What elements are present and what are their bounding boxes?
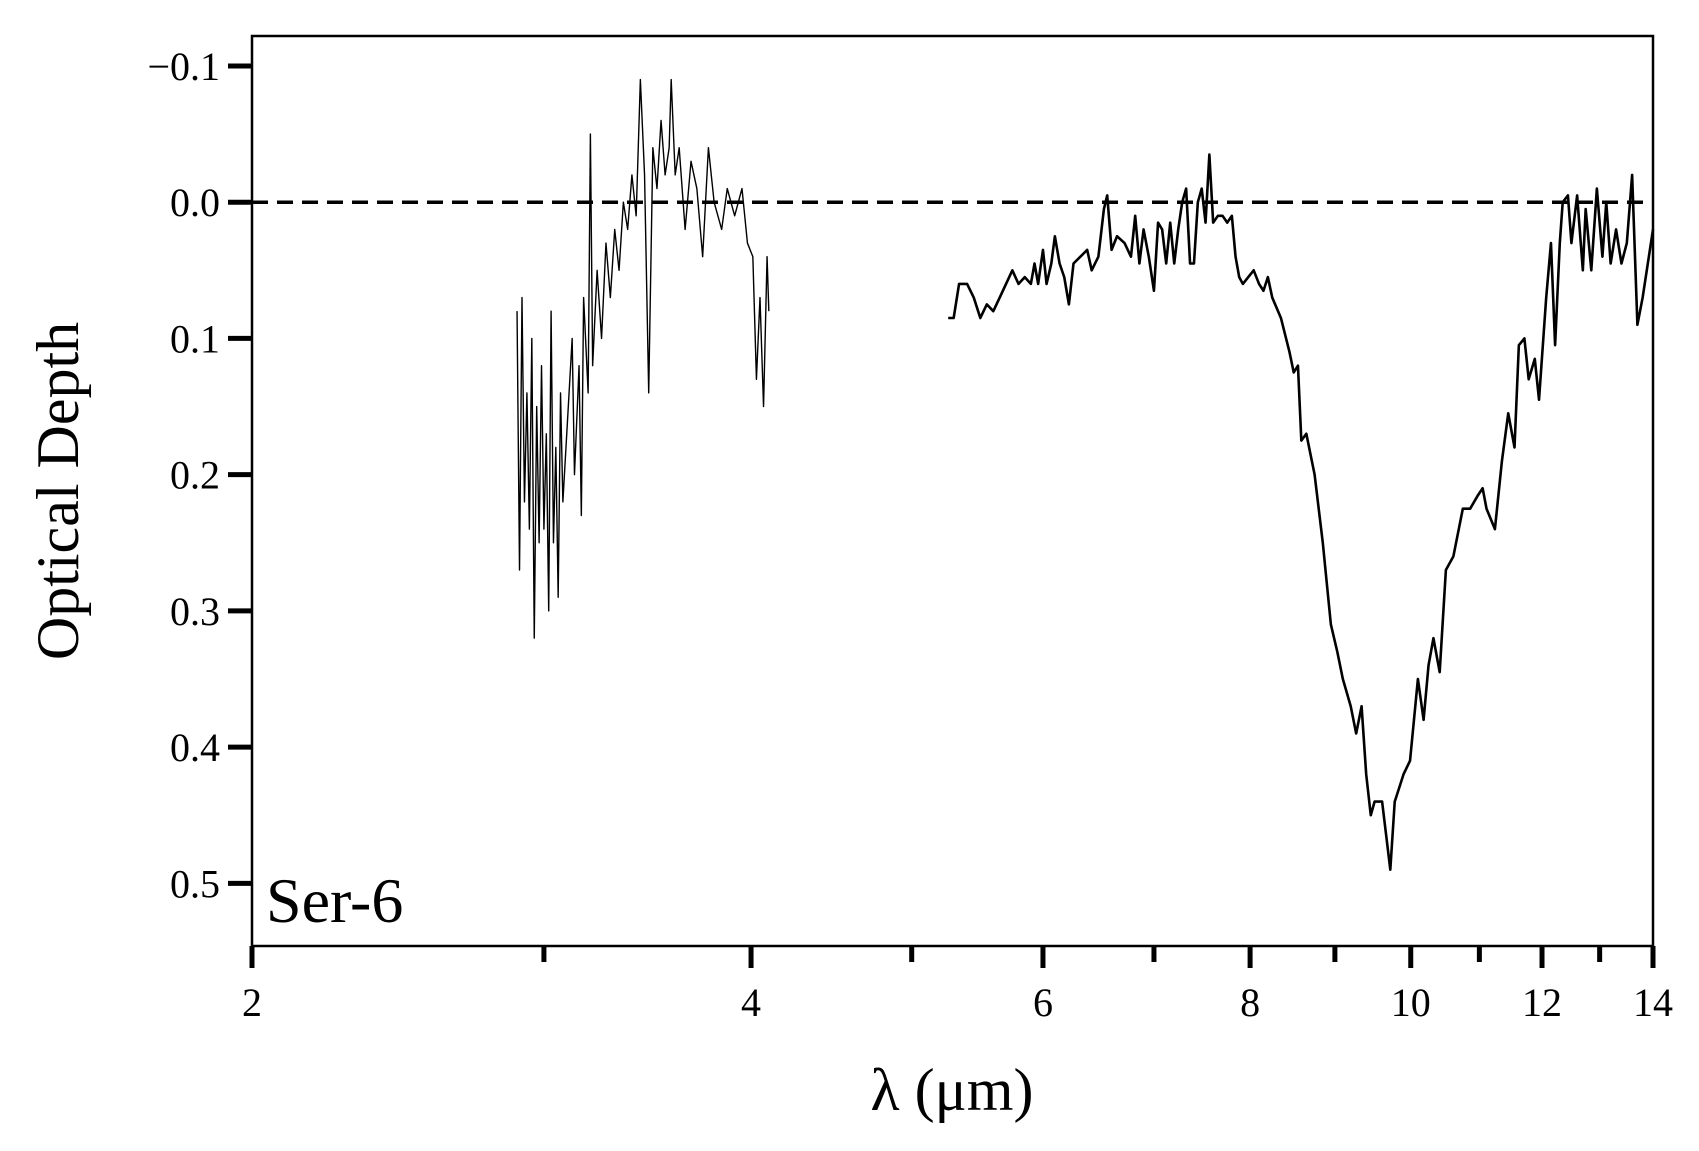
- spectrum-line: [516, 78, 770, 639]
- y-tick-label: 0.2: [170, 453, 220, 498]
- annotation: Ser-6: [266, 865, 403, 936]
- spectrum-line: [948, 153, 1655, 872]
- y-tick-label: 0.4: [170, 725, 220, 770]
- y-tick-label: −0.1: [147, 44, 220, 89]
- x-tick-label: 8: [1240, 980, 1260, 1025]
- y-tick-label: 0.5: [170, 861, 220, 906]
- y-tick-label: 0.3: [170, 589, 220, 634]
- x-tick-label: 4: [741, 980, 761, 1025]
- y-tick-label: 0.1: [170, 316, 220, 361]
- y-axis-label: Optical Depth: [25, 322, 91, 660]
- x-tick-label: 12: [1522, 980, 1562, 1025]
- x-axis-label: λ (μm): [871, 1057, 1034, 1123]
- plot-frame: [250, 34, 1655, 948]
- x-tick-label: 10: [1391, 980, 1431, 1025]
- x-tick-label: 14: [1633, 980, 1673, 1025]
- y-tick-label: 0.0: [170, 180, 220, 225]
- x-tick-label: 6: [1033, 980, 1053, 1025]
- x-tick-label: 2: [242, 980, 262, 1025]
